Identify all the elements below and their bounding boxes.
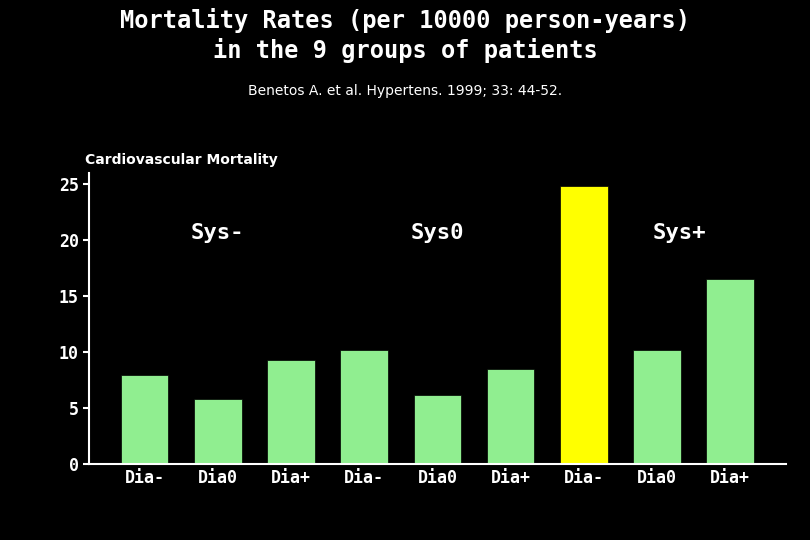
Bar bbox=[267, 360, 315, 464]
Bar bbox=[633, 350, 681, 464]
Text: Mortality Rates (per 10000 person-years)
in the 9 groups of patients: Mortality Rates (per 10000 person-years)… bbox=[120, 8, 690, 63]
Text: Sys0: Sys0 bbox=[411, 223, 464, 243]
Bar bbox=[340, 350, 388, 464]
Text: Sys-: Sys- bbox=[191, 223, 245, 243]
Bar bbox=[706, 279, 754, 464]
Text: Benetos A. et al. Hypertens. 1999; 33: 44-52.: Benetos A. et al. Hypertens. 1999; 33: 4… bbox=[248, 84, 562, 98]
Text: Cardiovascular Mortality: Cardiovascular Mortality bbox=[85, 153, 278, 167]
Bar bbox=[194, 400, 241, 464]
Bar bbox=[487, 369, 535, 464]
Bar bbox=[560, 186, 608, 464]
Text: Sys+: Sys+ bbox=[652, 223, 706, 243]
Bar bbox=[414, 395, 461, 464]
Bar bbox=[121, 375, 168, 464]
